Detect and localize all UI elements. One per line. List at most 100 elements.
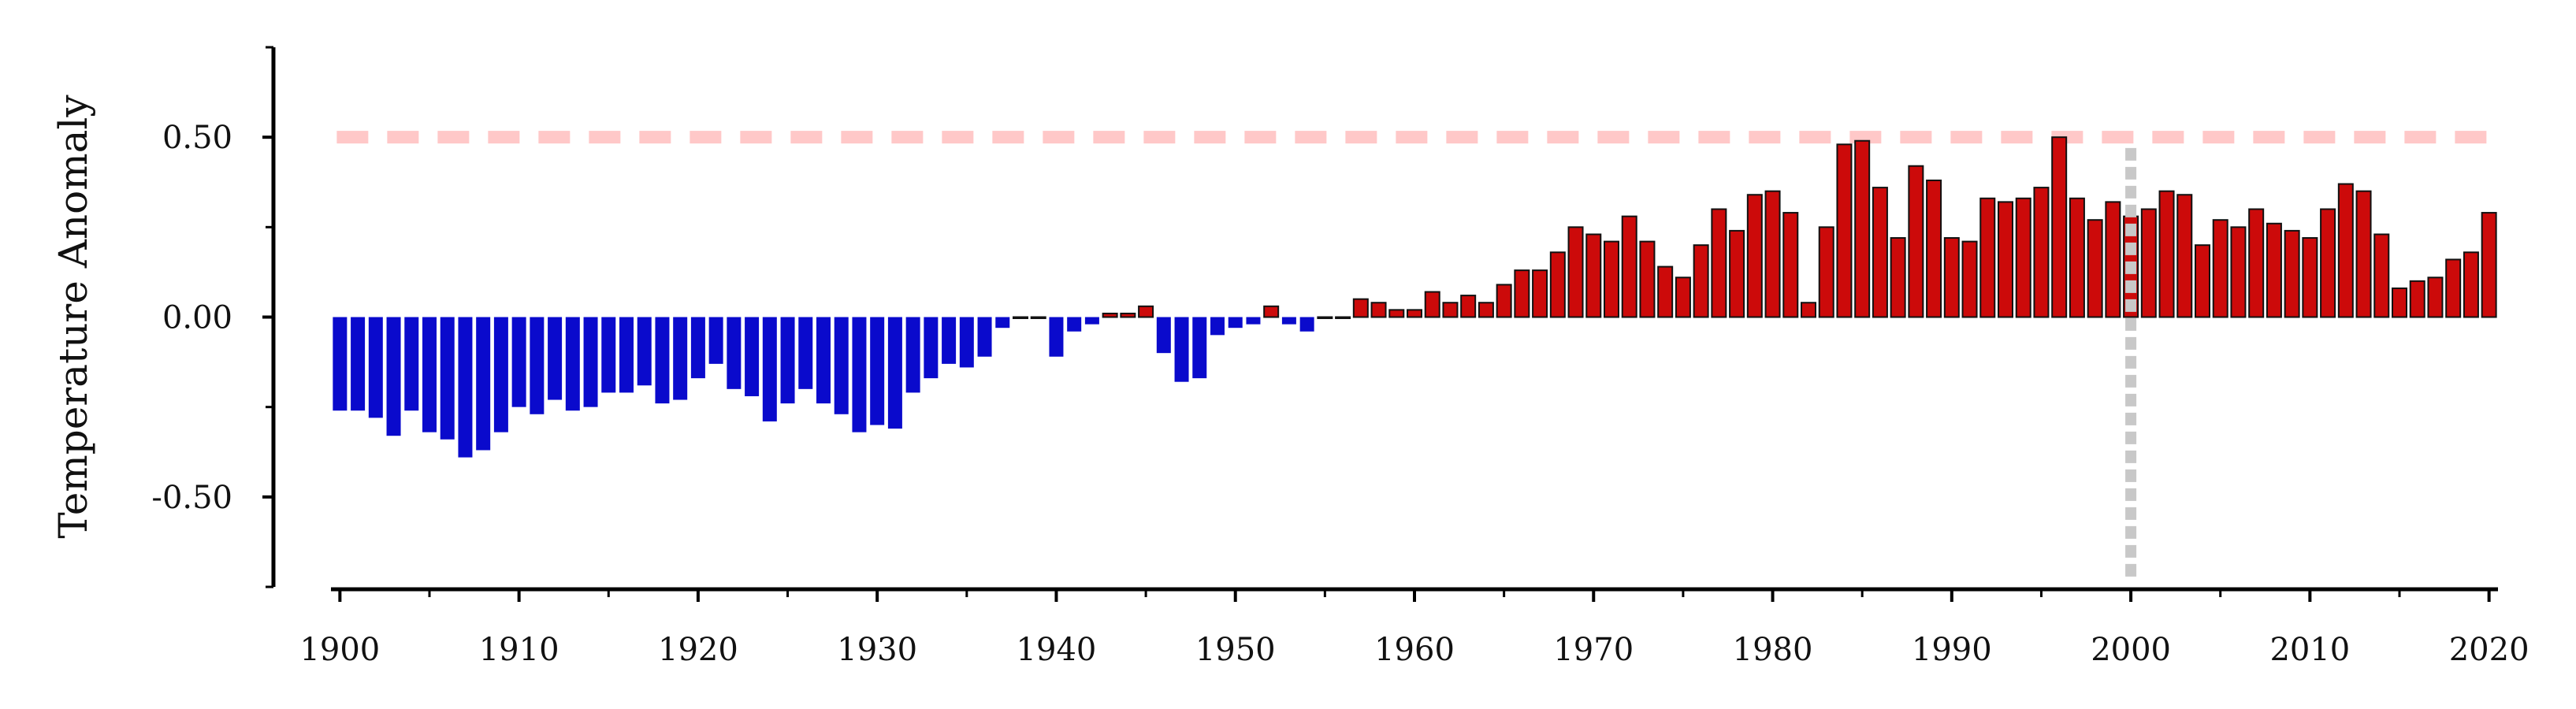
bar-1987 [1890,237,1906,318]
bar-1977 [1711,208,1727,318]
bar-1955 [1317,316,1333,319]
bar-1982 [1801,302,1816,318]
bar-1929 [852,317,867,432]
y-tick-label: 0.00 [162,300,232,336]
bar-1967 [1532,269,1548,318]
bar-1985 [1854,139,1871,318]
bar-1924 [762,317,777,421]
bar-1918 [655,317,670,404]
bar-2012 [2337,183,2354,318]
bar-1926 [798,317,813,389]
bar-2001 [2140,208,2157,318]
x-tick-label: 1950 [1195,632,1276,668]
bar-1962 [1442,302,1459,318]
bar-1909 [493,317,508,432]
bar-1903 [386,317,401,436]
bar-1981 [1782,212,1799,318]
bar-2002 [2158,190,2175,318]
bar-1956 [1335,316,1351,319]
bar-1958 [1370,302,1387,318]
bar-1948 [1192,317,1207,379]
bar-2020 [2481,212,2497,318]
bar-1940 [1049,317,1064,357]
bar-1947 [1174,317,1189,382]
bar-1934 [942,317,957,364]
x-tick-label: 1930 [837,632,917,668]
bar-1970 [1585,233,1602,318]
bar-1913 [565,317,580,411]
bar-1942 [1084,317,1099,325]
bar-2015 [2392,287,2407,318]
bar-1993 [1998,201,2013,318]
bar-1922 [727,317,742,389]
bar-1944 [1120,312,1136,318]
bar-1969 [1567,226,1584,318]
bar-1994 [2015,197,2031,318]
bars-layer [333,136,2497,458]
bar-1964 [1478,302,1494,318]
bar-1920 [690,317,705,379]
bar-1968 [1549,251,1566,318]
bar-1983 [1818,226,1834,318]
bar-1989 [1926,179,1942,318]
bar-1936 [977,317,992,357]
bar-2018 [2445,258,2462,318]
bar-2013 [2355,190,2372,318]
x-tick-label: 1960 [1374,632,1455,668]
bar-1961 [1424,291,1440,318]
bar-1938 [1013,316,1028,319]
bar-1957 [1352,298,1369,318]
x-tick-label: 1920 [658,632,738,668]
bar-1991 [1961,240,1978,318]
bar-2003 [2176,194,2193,318]
x-tick-label: 1910 [479,632,559,668]
bar-1925 [780,317,795,404]
bar-1971 [1604,240,1619,318]
bar-1906 [440,317,455,440]
bar-1952 [1263,305,1280,318]
axes-layer: -0.50 0.00 0.50 1900 1910 1920 1930 1940 1950 196… [151,46,2530,668]
bar-1943 [1102,312,1118,318]
y-tick-label: -0.50 [151,480,232,516]
bar-1901 [351,317,366,411]
bar-1928 [834,317,849,414]
bar-1930 [870,317,885,425]
bar-1932 [905,317,920,393]
bar-1910 [511,317,526,407]
bar-2019 [2463,251,2479,318]
x-tick-label: 2000 [2091,632,2171,668]
x-tick-label: 1980 [1733,632,1813,668]
bar-1972 [1621,215,1637,318]
bar-1992 [1979,197,1996,318]
bar-1966 [1514,269,1530,318]
bar-1904 [404,317,419,411]
bar-1978 [1729,229,1745,318]
bar-1914 [583,317,598,407]
bar-1919 [673,317,688,400]
bar-1995 [2033,187,2050,318]
bar-2011 [2320,208,2336,318]
bar-2008 [2266,222,2282,318]
bar-1921 [708,317,723,364]
bar-1949 [1210,317,1225,336]
bar-1984 [1836,143,1853,318]
bar-1959 [1388,309,1405,318]
bar-1963 [1460,295,1477,318]
bar-1979 [1746,194,1763,318]
bar-1905 [422,317,437,432]
bar-1917 [637,317,652,386]
bar-1953 [1281,317,1296,325]
bar-1980 [1764,190,1781,318]
x-tick-label: 1900 [299,632,380,668]
bar-1902 [368,317,383,418]
bar-1935 [959,317,974,368]
bar-2009 [2284,229,2300,318]
bar-1939 [1030,316,1046,319]
bar-1965 [1496,284,1512,318]
bar-1933 [924,317,939,379]
bar-1908 [476,317,491,451]
bar-1945 [1138,305,1154,318]
bar-2014 [2373,233,2390,318]
bar-1954 [1299,317,1314,332]
